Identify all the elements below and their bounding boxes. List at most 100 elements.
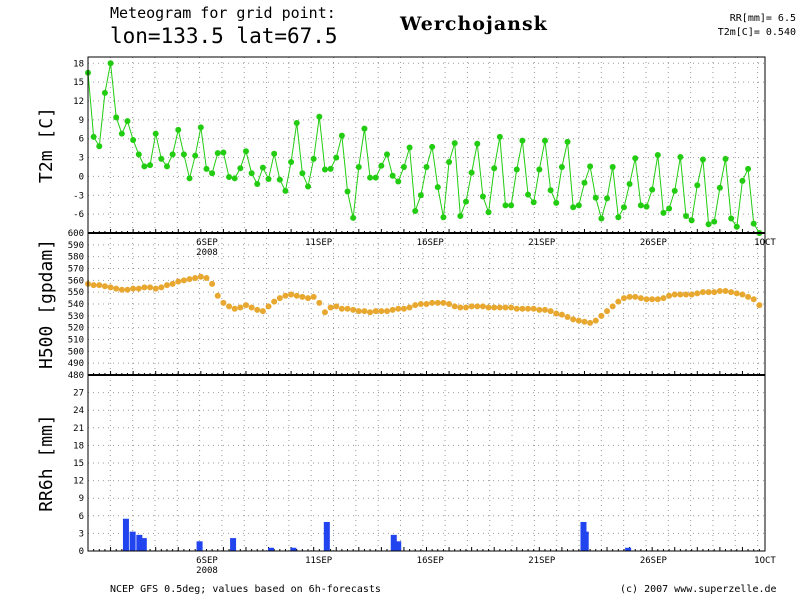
t2m-point: [113, 114, 120, 121]
h500-point: [152, 285, 159, 292]
h500-point: [361, 308, 368, 315]
rr6h-bar: [140, 538, 147, 551]
t2m-point: [124, 118, 131, 125]
h500-point: [220, 299, 227, 306]
h500-point: [96, 282, 103, 289]
copyright-note: (c) 2007 www.superzelle.de: [620, 584, 777, 595]
t2m-point: [553, 199, 560, 206]
xtick-label: 1OCT: [754, 556, 776, 566]
h500-point: [643, 296, 650, 303]
header-title: Meteogram for grid point:: [110, 4, 336, 22]
h500-point: [406, 304, 413, 311]
xtick-year-label: 2008: [196, 248, 218, 258]
h500-axis-label: H500 [gpdam]: [36, 239, 57, 369]
t2m-point: [180, 151, 187, 158]
t2m-point: [276, 176, 283, 183]
h500-point: [451, 303, 458, 310]
t2m-point: [716, 184, 723, 191]
h500-point: [705, 289, 712, 296]
h500-point: [558, 311, 565, 318]
xtick-label: 26SEP: [640, 238, 668, 248]
xtick-label: 1OCT: [754, 238, 776, 248]
t2m-point: [130, 136, 137, 143]
t2m-point: [107, 60, 114, 67]
rr6h-ytick-label: 15: [73, 459, 84, 469]
t2m-ytick-label: 15: [73, 78, 84, 88]
h500-point: [344, 305, 351, 312]
h500-point: [282, 292, 289, 299]
t2m-point: [288, 158, 295, 165]
rr6h-bar: [625, 547, 632, 551]
xtick-label: 16SEP: [417, 238, 445, 248]
t2m-point: [395, 178, 402, 185]
h500-ytick-label: 480: [68, 371, 84, 381]
t2m-point: [694, 182, 701, 189]
t2m-point: [575, 202, 582, 209]
h500-point: [158, 284, 165, 291]
h500-point: [756, 302, 763, 309]
t2m-point: [118, 130, 125, 137]
h500-point: [581, 318, 588, 325]
h500-point: [265, 303, 272, 310]
h500-point: [209, 280, 216, 287]
t2m-point: [265, 175, 272, 182]
t2m-point: [649, 186, 656, 193]
h500-ytick-label: 590: [68, 241, 84, 251]
h500-point: [333, 303, 340, 310]
t2m-point: [406, 144, 413, 151]
t2m-point: [688, 217, 695, 224]
t2m-point: [310, 155, 317, 162]
t2m-point: [564, 138, 571, 145]
t2m-point: [220, 149, 227, 156]
t2m-point: [192, 152, 199, 159]
t2m-point: [248, 170, 255, 177]
h500-point: [400, 305, 407, 312]
h500-ytick-label: 580: [68, 253, 84, 263]
h500-point: [372, 308, 379, 315]
h500-point: [434, 299, 441, 306]
h500-point: [180, 277, 187, 284]
rr6h-bar: [290, 547, 297, 551]
h500-point: [203, 274, 210, 281]
t2m-point: [299, 170, 306, 177]
h500-point: [570, 316, 577, 323]
rr6h-bar: [136, 534, 143, 551]
t2m-point: [429, 143, 436, 150]
t2m-point: [305, 183, 312, 190]
rr6h-bar: [268, 547, 275, 551]
h500-point: [384, 308, 391, 315]
t2m-point: [197, 124, 204, 131]
h500-point: [468, 303, 475, 310]
h500-point: [389, 306, 396, 313]
h500-ytick-label: 540: [68, 300, 84, 310]
h500-point: [722, 287, 729, 294]
t2m-point: [485, 209, 492, 216]
t2m-point: [293, 120, 300, 126]
xtick-year-label: 2008: [196, 566, 218, 576]
h500-point: [462, 304, 469, 311]
xtick-label: 11SEP: [305, 556, 333, 566]
t2m-axis-label: T2m [C]: [36, 107, 57, 183]
location-name: Werchojansk: [400, 13, 548, 35]
h500-point: [395, 305, 402, 312]
t2m-ytick-label: 12: [73, 97, 84, 107]
t2m-point: [361, 125, 368, 132]
t2m-point: [203, 165, 210, 172]
h500-point: [750, 296, 757, 303]
h500-point: [271, 298, 278, 305]
h500-point: [620, 295, 627, 302]
h500-point: [525, 305, 532, 312]
h500-point: [474, 303, 481, 310]
t2m-point: [372, 174, 379, 181]
h500-ytick-label: 510: [68, 336, 84, 346]
rr6h-ytick-label: 24: [73, 406, 84, 416]
t2m-point: [525, 191, 532, 198]
h500-point: [163, 282, 170, 289]
h500-ytick-label: 570: [68, 265, 84, 275]
h500-ytick-label: 500: [68, 347, 84, 357]
h500-point: [553, 310, 560, 317]
t2m-point: [643, 203, 650, 210]
t2m-point: [282, 187, 289, 194]
h500-point: [135, 285, 142, 292]
